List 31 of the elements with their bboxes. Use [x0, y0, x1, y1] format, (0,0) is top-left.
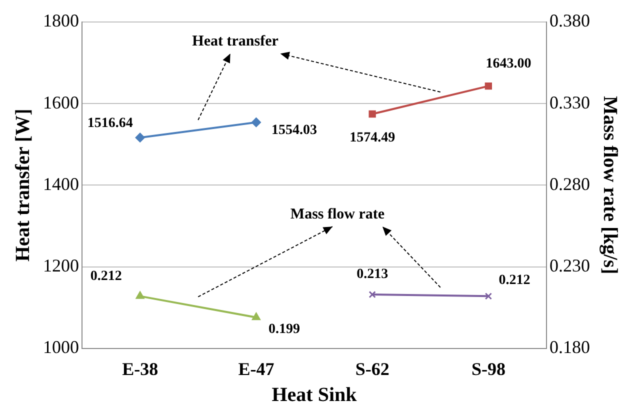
point	[135, 132, 145, 142]
data-label: 1554.03	[271, 122, 317, 138]
y2-tick-label: 0.230	[550, 256, 590, 276]
y2-axis-title: Mass flow rate [kg/s]	[598, 96, 621, 274]
data-label: 1516.64	[87, 116, 133, 132]
y2-tick-label: 0.380	[550, 10, 590, 31]
data-label: 0.212	[498, 272, 530, 288]
point	[251, 118, 261, 128]
data-label: 1643.00	[486, 56, 532, 72]
data-label: 1574.49	[350, 130, 396, 146]
y2-tick-label: 0.280	[550, 174, 590, 194]
x-tick-label: E-47	[238, 358, 274, 379]
data-label: 0.199	[268, 322, 300, 337]
point	[484, 82, 492, 90]
y-tick-label: 1200	[43, 256, 79, 276]
y-tick-label: 1400	[43, 174, 79, 194]
y2-tick-label: 0.330	[550, 92, 590, 112]
annotation: Mass flow rate	[290, 206, 385, 222]
x-axis-title: Heat Sink	[272, 384, 358, 406]
annotation: Heat transfer	[192, 33, 279, 50]
data-label: 0.213	[356, 267, 388, 282]
x-tick-label: S-62	[355, 358, 390, 379]
y-axis-title: Heat transfer [W]	[12, 108, 34, 262]
y2-tick-label: 0.180	[550, 337, 590, 358]
point	[368, 110, 376, 118]
x-tick-label: E-38	[122, 358, 158, 379]
x-tick-label: S-98	[471, 358, 506, 379]
data-label: 0.212	[90, 268, 122, 284]
y-tick-label: 1800	[43, 10, 79, 31]
y-tick-label: 1600	[43, 92, 79, 112]
y-tick-label: 1000	[43, 337, 79, 358]
